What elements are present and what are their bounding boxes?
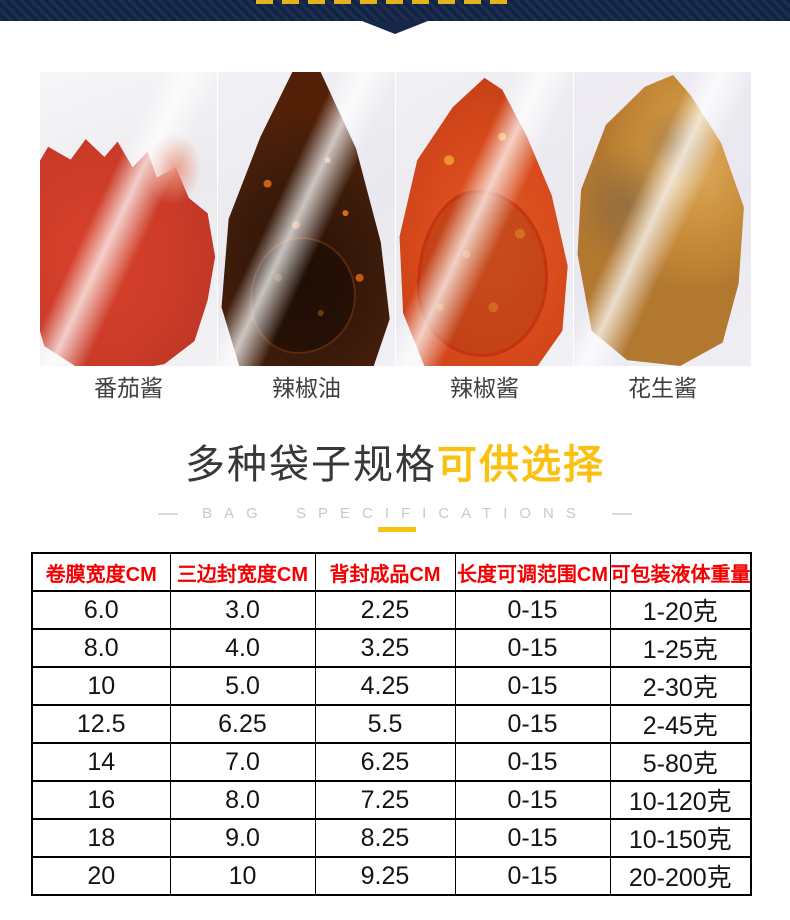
table-cell: 0-15 — [454, 742, 611, 782]
table-cell: 9.0 — [169, 818, 316, 858]
table-row: 10 5.0 4.25 0-15 2-30克 — [31, 666, 752, 706]
section-subtitle-row: BAG SPECIFICATIONS — [0, 505, 790, 522]
table-header-cell: 背封成品CM — [314, 552, 456, 592]
section-title-main: 多种袋子规格 — [185, 443, 437, 487]
table-cell: 0-15 — [454, 818, 611, 858]
table-cell: 0-15 — [454, 704, 611, 744]
table-row: 8.0 4.0 3.25 0-15 1-25克 — [31, 628, 752, 668]
plastic-fold-highlight — [574, 72, 751, 366]
table-cell: 2.25 — [314, 590, 456, 630]
table-row: 18 9.0 8.25 0-15 10-150克 — [31, 818, 752, 858]
section-banner — [0, 0, 790, 21]
table-row: 16 8.0 7.25 0-15 10-120克 — [31, 780, 752, 820]
plastic-fold-highlight — [218, 72, 395, 366]
table-cell: 0-15 — [454, 628, 611, 668]
table-cell: 5.0 — [169, 666, 316, 706]
table-cell: 1-20克 — [609, 590, 752, 630]
table-cell: 8.25 — [314, 818, 456, 858]
table-cell: 0-15 — [454, 590, 611, 630]
plastic-fold-highlight — [40, 72, 217, 366]
table-cell: 14 — [31, 742, 171, 782]
section-subtitle: BAG SPECIFICATIONS — [202, 505, 588, 522]
table-cell: 4.0 — [169, 628, 316, 668]
table-cell: 0-15 — [454, 856, 611, 896]
table-cell: 0-15 — [454, 666, 611, 706]
accent-underline — [378, 527, 416, 532]
product-caption: 番茄酱 — [94, 375, 163, 401]
table-cell: 10 — [169, 856, 316, 896]
table-row: 6.0 3.0 2.25 0-15 1-20克 — [31, 590, 752, 630]
table-header-cell: 长度可调范围CM — [454, 552, 611, 592]
plastic-fold-highlight — [396, 72, 573, 366]
table-cell: 5-80克 — [609, 742, 752, 782]
product-photo-tomato-sauce — [40, 72, 217, 366]
product-caption: 辣椒酱 — [450, 375, 519, 401]
table-cell: 5.5 — [314, 704, 456, 744]
table-header-cell: 可包装液体重量 — [609, 552, 752, 592]
table-cell: 10-150克 — [609, 818, 752, 858]
table-cell: 7.0 — [169, 742, 316, 782]
table-cell: 2-30克 — [609, 666, 752, 706]
product-photo-chili-sauce — [396, 72, 573, 366]
table-cell: 12.5 — [31, 704, 171, 744]
table-cell: 18 — [31, 818, 171, 858]
table-row: 14 7.0 6.25 0-15 5-80克 — [31, 742, 752, 782]
product-photo-chili-oil — [218, 72, 395, 366]
table-row: 20 10 9.25 0-15 20-200克 — [31, 856, 752, 896]
product-photo-row — [40, 72, 751, 366]
table-row: 12.5 6.25 5.5 0-15 2-45克 — [31, 704, 752, 744]
table-cell: 6.25 — [169, 704, 316, 744]
table-cell: 6.25 — [314, 742, 456, 782]
table-cell: 20 — [31, 856, 171, 896]
subtitle-dash-left — [158, 512, 179, 515]
table-cell: 4.25 — [314, 666, 456, 706]
table-cell: 3.25 — [314, 628, 456, 668]
table-header-row: 卷膜宽度CM 三边封宽度CM 背封成品CM 长度可调范围CM 可包装液体重量 — [31, 552, 752, 592]
product-caption-row: 番茄酱 辣椒油 辣椒酱 花生酱 — [40, 374, 751, 402]
table-cell: 9.25 — [314, 856, 456, 896]
product-caption: 辣椒油 — [272, 375, 341, 401]
table-cell: 2-45克 — [609, 704, 752, 744]
table-header-cell: 三边封宽度CM — [169, 552, 316, 592]
table-cell: 20-200克 — [609, 856, 752, 896]
section-title: 多种袋子规格可供选择 — [0, 440, 790, 490]
section-title-accent: 可供选择 — [437, 443, 605, 487]
table-cell: 16 — [31, 780, 171, 820]
spec-table: 卷膜宽度CM 三边封宽度CM 背封成品CM 长度可调范围CM 可包装液体重量 6… — [31, 552, 752, 896]
table-cell: 8.0 — [169, 780, 316, 820]
table-cell: 10-120克 — [609, 780, 752, 820]
table-cell: 1-25克 — [609, 628, 752, 668]
banner-notch-triangle — [362, 21, 428, 34]
product-caption: 花生酱 — [628, 375, 697, 401]
table-cell: 8.0 — [31, 628, 171, 668]
table-cell: 6.0 — [31, 590, 171, 630]
table-cell: 3.0 — [169, 590, 316, 630]
banner-clipped-title — [256, 0, 514, 4]
table-header-cell: 卷膜宽度CM — [31, 552, 171, 592]
table-cell: 10 — [31, 666, 171, 706]
product-photo-peanut-butter — [574, 72, 751, 366]
subtitle-dash-right — [611, 512, 632, 515]
table-cell: 7.25 — [314, 780, 456, 820]
table-cell: 0-15 — [454, 780, 611, 820]
